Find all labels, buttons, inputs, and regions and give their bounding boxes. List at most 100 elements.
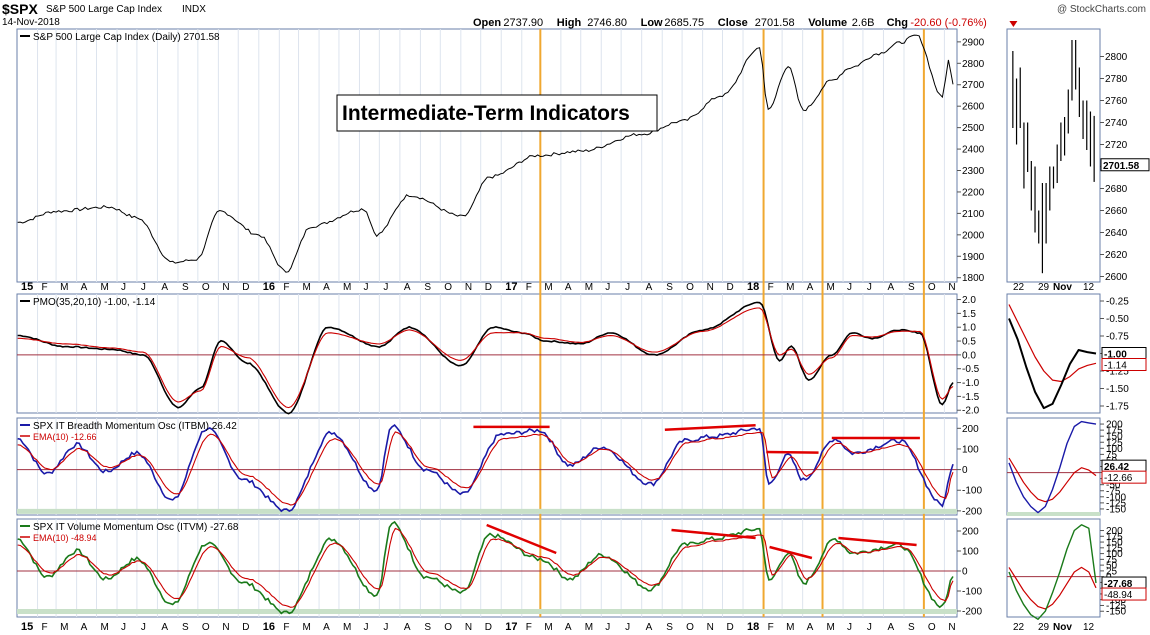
- value-box: [1101, 587, 1147, 601]
- y-tick-label: -75: [1106, 486, 1121, 497]
- x-tick-label: S: [666, 282, 673, 293]
- series-layer: [17, 34, 957, 615]
- y-tick-label: 2500: [962, 123, 985, 134]
- series-line: [17, 307, 954, 409]
- x-tick-label: J: [121, 622, 126, 633]
- y-tick-label: 2720: [1105, 140, 1128, 151]
- series-line: [17, 520, 954, 615]
- stat-label: Close: [718, 17, 748, 29]
- x-tick-label: 22: [1013, 622, 1025, 633]
- series-line: [17, 424, 954, 513]
- x-tick-label: M: [60, 622, 68, 633]
- y-tick-label: 2780: [1105, 74, 1128, 85]
- x-tick-label: J: [141, 282, 146, 293]
- annotation-box: Intermediate-Term Indicators: [336, 94, 658, 132]
- x-tick-label: N: [222, 282, 229, 293]
- y-tick-label: 150: [1106, 432, 1123, 443]
- x-tick-label: N: [465, 282, 472, 293]
- x-tick-label: J: [605, 282, 610, 293]
- inset-pmo-line: [1008, 318, 1097, 410]
- x-tick-label: A: [887, 622, 894, 633]
- y-tick-label: -1.50: [1106, 384, 1129, 395]
- stat-value: -20.60 (-0.76%): [910, 17, 986, 29]
- trend-line: [671, 528, 756, 540]
- x-tick-label: F: [283, 282, 289, 293]
- y-tick-label: 0: [962, 465, 968, 476]
- y-tick-label: -200: [962, 506, 982, 517]
- y-tick-label: 2.0: [962, 295, 976, 306]
- trend-line: [838, 536, 917, 547]
- y-tick-label: -200: [962, 607, 982, 618]
- x-tick-label: D: [726, 622, 733, 633]
- x-tick-label: 29: [1038, 282, 1050, 293]
- y-tick-label: 50: [1106, 561, 1118, 572]
- y-tick-label: -125: [1106, 498, 1126, 509]
- x-tick-label: O: [928, 622, 936, 633]
- x-tick-label: J: [141, 622, 146, 633]
- y-tick-label: 1.5: [962, 309, 976, 320]
- x-tick-label: M: [303, 622, 311, 633]
- series-line: [17, 34, 954, 273]
- y-tick-label: 2660: [1105, 206, 1128, 217]
- y-tick-label: -2.0: [962, 406, 980, 417]
- annotation-text: Intermediate-Term Indicators: [342, 102, 630, 125]
- x-tick-label: O: [202, 282, 210, 293]
- y-tick-label: 2900: [962, 37, 985, 48]
- value-label: -27.68: [1104, 579, 1133, 590]
- inset-panels: 2800278027602740272027002680266026402620…: [1007, 40, 1150, 633]
- x-tick-label: J: [363, 282, 368, 293]
- x-tick-label: A: [565, 282, 572, 293]
- y-tick-label: 2300: [962, 166, 985, 177]
- watermark-label: @ StockCharts.com: [1057, 4, 1146, 15]
- oversold-band: [17, 508, 957, 514]
- stat-label: Volume: [808, 17, 847, 29]
- last-price-label: 2701.58: [1103, 161, 1140, 172]
- series-line: [17, 431, 954, 506]
- x-tick-label: A: [81, 622, 88, 633]
- inset-ema-line: [1008, 457, 1097, 503]
- y-tick-label: 2200: [962, 187, 985, 198]
- exchange-label: INDX: [182, 4, 206, 15]
- inset-ema-line: [1008, 304, 1097, 383]
- y-tick-label: -1.25: [1106, 367, 1129, 378]
- x-tick-label: S: [666, 622, 673, 633]
- panel-legend: EMA(10) -12.66: [33, 432, 97, 442]
- y-tick-label: 0: [962, 567, 968, 578]
- x-tick-label: 18: [747, 621, 759, 633]
- value-label: -1.00: [1104, 350, 1127, 361]
- oversold-band: [17, 609, 957, 614]
- x-tick-label: M: [786, 622, 794, 633]
- x-tick-label: A: [646, 622, 653, 633]
- x-tick-label: N: [707, 622, 714, 633]
- x-tick-label: J: [625, 282, 630, 293]
- trend-line: [769, 545, 813, 560]
- x-tick-label: F: [42, 622, 48, 633]
- value-label: -12.66: [1104, 473, 1133, 484]
- x-tick-label: A: [161, 282, 168, 293]
- x-tick-label: M: [827, 282, 835, 293]
- y-tick-label: 175: [1106, 426, 1123, 437]
- x-tick-label: 18: [747, 281, 759, 293]
- y-tick-label: -100: [962, 587, 982, 598]
- x-tick-label: O: [686, 622, 694, 633]
- stat-value: 2737.90: [503, 17, 543, 29]
- y-tick-label: -1.0: [962, 378, 980, 389]
- x-tick-label: N: [222, 622, 229, 633]
- x-tick-label: S: [908, 282, 915, 293]
- x-tick-label: O: [444, 622, 452, 633]
- x-tick-label: O: [928, 282, 936, 293]
- y-tick-label: 2760: [1105, 96, 1128, 107]
- panel-title: SPX IT Breadth Momentum Osc (ITBM) 26.42: [33, 421, 237, 432]
- y-tick-label: 100: [962, 444, 979, 455]
- stat-label: Open: [473, 17, 501, 29]
- x-tick-label: S: [182, 282, 189, 293]
- stat-label: Low: [641, 17, 663, 29]
- x-tick-label: M: [544, 622, 552, 633]
- y-tick-label: -100: [1106, 492, 1126, 503]
- oversold-band: [1007, 512, 1100, 516]
- y-tick-label: 0.5: [962, 337, 976, 348]
- stat-label: Chg: [887, 17, 908, 29]
- x-tick-label: O: [686, 282, 694, 293]
- panel-title: PMO(35,20,10) -1.00, -1.14: [33, 297, 156, 308]
